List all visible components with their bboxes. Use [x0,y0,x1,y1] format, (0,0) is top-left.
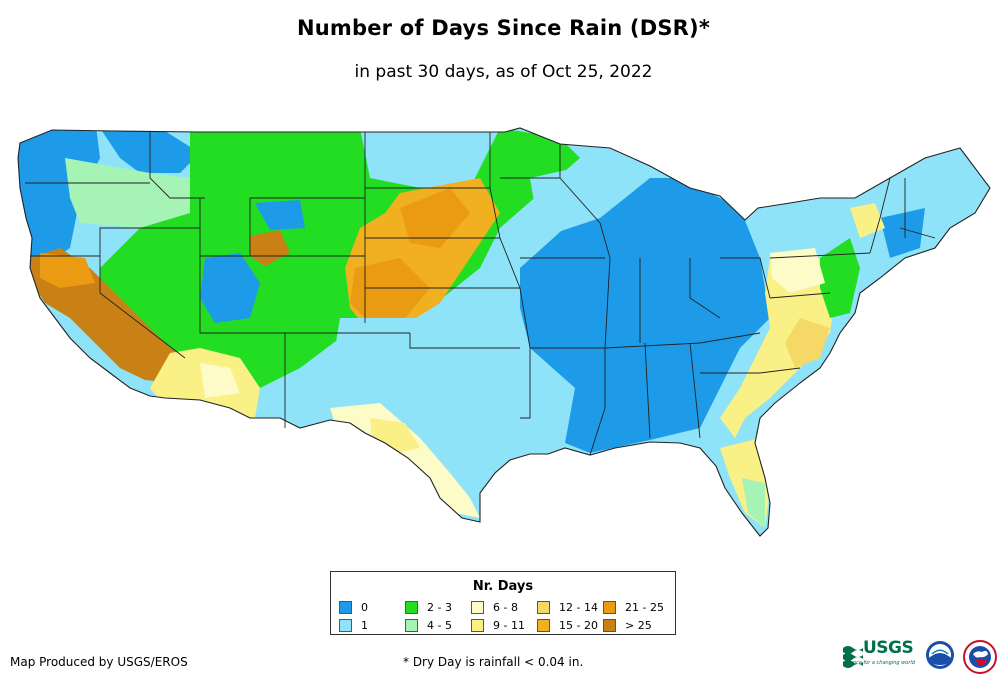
legend-item: 6 - 8 [471,600,537,615]
legend-swatch [339,601,352,614]
legend-swatch [471,601,484,614]
legend-label: 6 - 8 [493,601,518,614]
legend-item: 1 [339,618,405,633]
legend-label: 21 - 25 [625,601,664,614]
legend-item: 21 - 25 [603,600,669,615]
legend-item: 0 [339,600,405,615]
legend-swatch [537,619,550,632]
legend-swatch [339,619,352,632]
legend-item: 15 - 20 [537,618,603,633]
legend-box: Nr. Days 0 2 - 3 6 - 8 12 - 14 21 - 25 1 4 - 5… [330,571,676,635]
state-borders [17,127,991,537]
legend-title: Nr. Days [472,579,534,594]
nws-logo-icon [963,640,997,674]
legend-label: 9 - 11 [493,619,525,632]
legend-item: 9 - 11 [471,618,537,633]
legend-item: 4 - 5 [405,618,471,633]
legend-swatch [537,601,550,614]
legend-label: 12 - 14 [559,601,598,614]
legend-swatch [603,601,616,614]
legend-label: 15 - 20 [559,619,598,632]
legend-grid: 0 2 - 3 6 - 8 12 - 14 21 - 25 1 4 - 5 9 - 11 15 … [339,600,669,633]
map-subtitle: in past 30 days, as of Oct 25, 2022 [354,62,653,82]
legend-swatch [405,619,418,632]
legend-item: 2 - 3 [405,600,471,615]
legend-label: 1 [361,619,368,632]
legend-swatch [405,601,418,614]
legend-item: > 25 [603,618,669,633]
legend-label: 2 - 3 [427,601,452,614]
legend-label: 0 [361,601,368,614]
usgs-logo-text: USGS [863,638,914,658]
legend-swatch [471,619,484,632]
legend-item: 12 - 14 [537,600,603,615]
us-dsr-map [17,127,991,537]
map-credit: Map Produced by USGS/EROS [10,655,188,669]
legend-label: > 25 [625,619,652,632]
usgs-logo-icon [843,646,863,668]
usgs-tagline: science for a changing world [843,660,915,666]
map-title: Number of Days Since Rain (DSR)* [296,16,711,40]
map-fill [18,128,990,536]
dry-day-note: * Dry Day is rainfall < 0.04 in. [403,655,584,669]
legend-label: 4 - 5 [427,619,452,632]
agency-logos: USGS science for a changing world [843,638,1003,682]
legend-swatch [603,619,616,632]
noaa-logo-icon [926,641,954,669]
